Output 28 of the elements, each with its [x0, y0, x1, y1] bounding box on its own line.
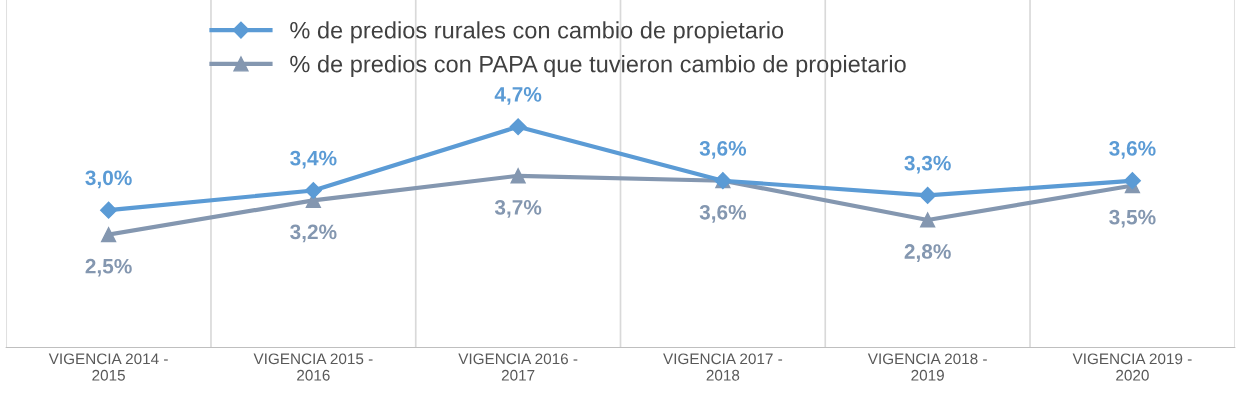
- point: [304, 181, 322, 200]
- x-tick-label: VIGENCIA 2016 - 2017: [458, 353, 578, 381]
- x-tick-label: VIGENCIA 2014 - 2015: [48, 353, 168, 381]
- data-label: 3,2%: [290, 224, 337, 243]
- data-label: 3,6%: [699, 140, 747, 159]
- data-label: 2,5%: [85, 258, 132, 277]
- point: [100, 227, 117, 243]
- legend-label: % de predios rurales con cambio de propietario: [290, 21, 784, 44]
- x-tick-label: VIGENCIA 2015 - 2016: [253, 353, 373, 381]
- data-label: 2,8%: [904, 244, 951, 262]
- data-label: 3,0%: [85, 170, 132, 189]
- data-label: 4,7%: [494, 87, 542, 105]
- x-tick-label: VIGENCIA 2019 - 2020: [1072, 353, 1192, 381]
- x-tick-label: VIGENCIA 2018 - 2019: [867, 353, 987, 381]
- point: [509, 118, 527, 136]
- data-label: 3,4%: [290, 150, 337, 169]
- point: [100, 201, 118, 219]
- data-label: 3,5%: [1109, 209, 1156, 228]
- point: [1123, 172, 1141, 190]
- data-label: 3,6%: [699, 204, 747, 223]
- point: [510, 168, 526, 184]
- point: [919, 186, 937, 204]
- x-tick-label: VIGENCIA 2017 - 2018: [663, 353, 783, 381]
- data-label: 3,7%: [494, 199, 542, 218]
- point: [920, 212, 936, 228]
- data-label: 3,6%: [1109, 140, 1156, 159]
- legend-label: % de predios con PAPA que tuvieron cambio de propietario: [290, 55, 906, 78]
- data-label: 3,3%: [904, 155, 951, 174]
